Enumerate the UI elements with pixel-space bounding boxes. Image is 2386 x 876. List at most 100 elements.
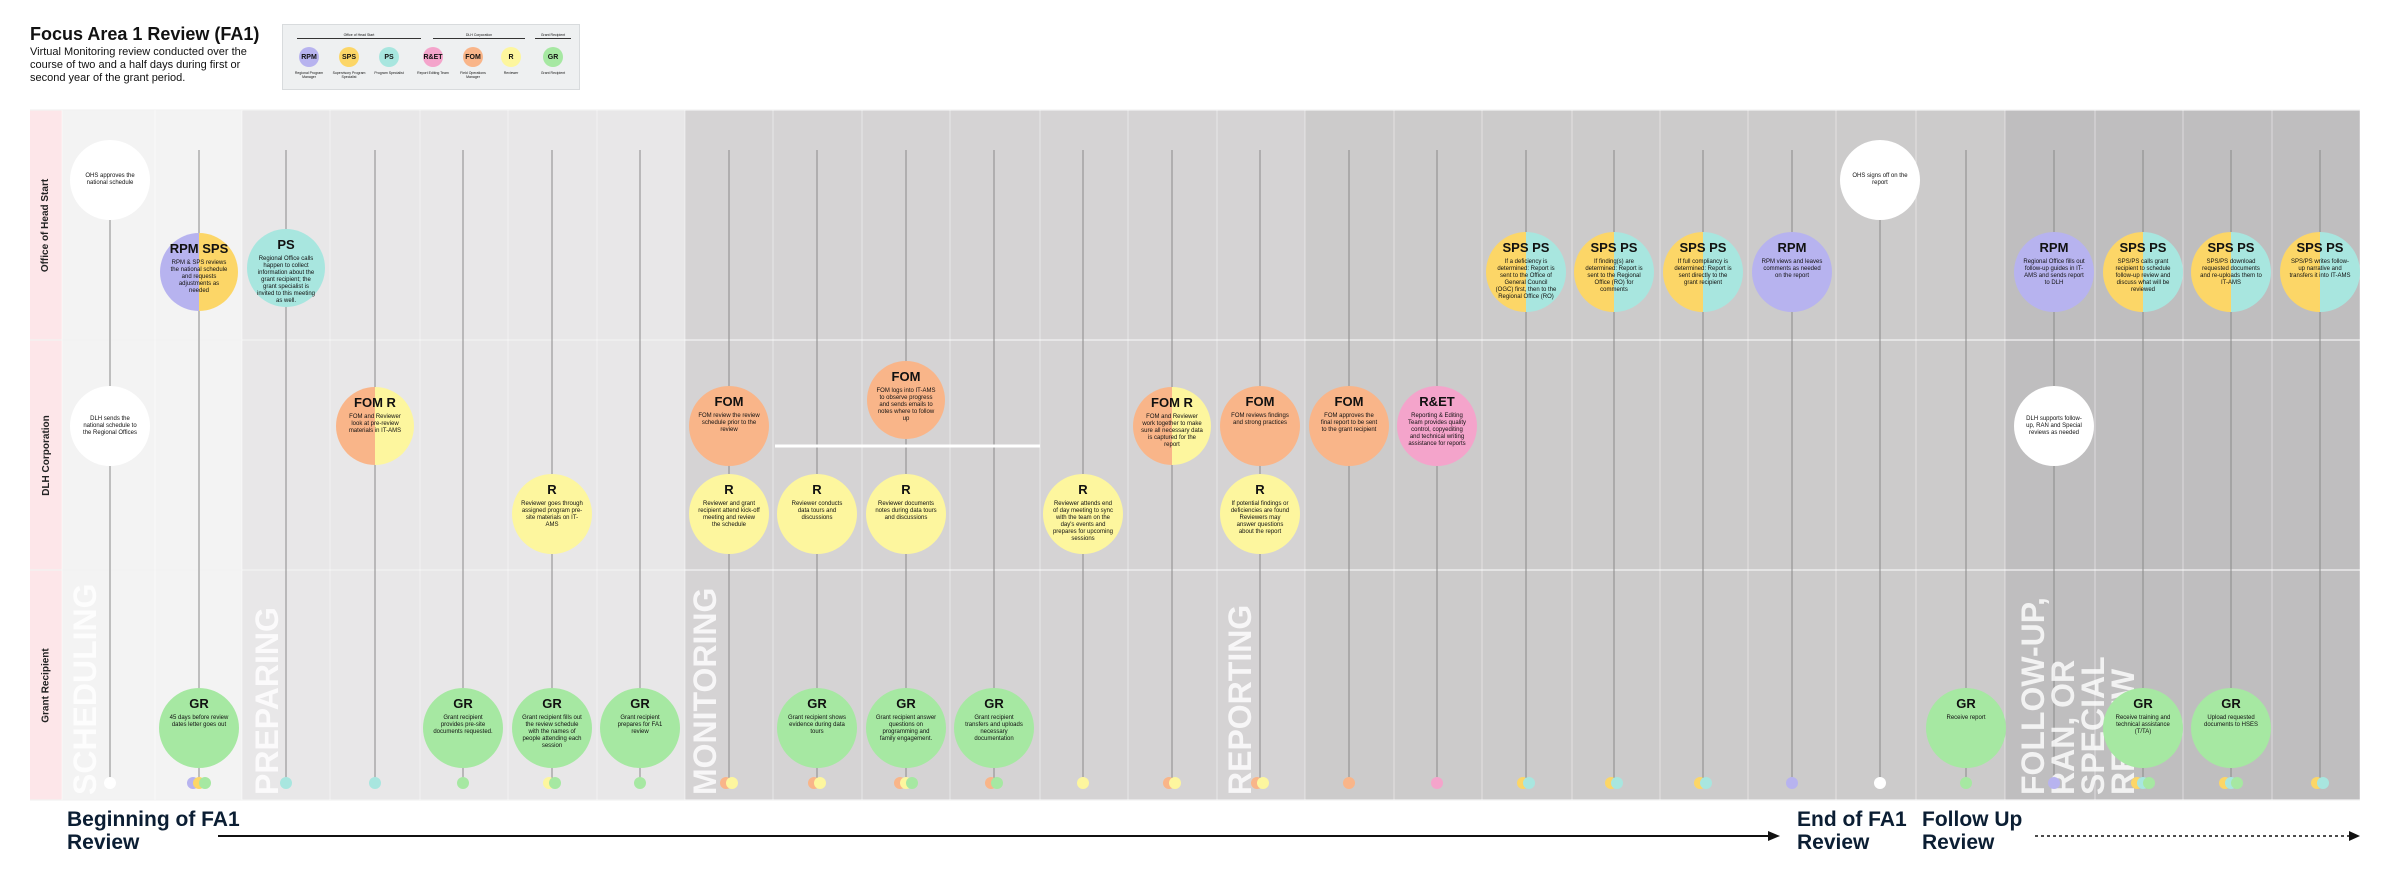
process-step: SPS PS If full compliancy is determined: … — [1663, 232, 1743, 312]
step-role: RPM — [1777, 240, 1807, 255]
step-role: FOM — [714, 394, 744, 409]
process-step: GR Grant recipient transfers and uploads … — [954, 688, 1034, 768]
timeline-dot — [549, 777, 561, 789]
legend-label-rpm: Regional Program Manager — [294, 71, 324, 79]
step-description: Reviewer and grant recipient attend kick… — [698, 501, 760, 528]
timeline-dot — [1700, 777, 1712, 789]
process-step: DLH supports follow-up, RAN and Special … — [2014, 386, 2094, 466]
process-step: R&ET Reporting & Editing Team provides qu… — [1397, 386, 1477, 466]
step-role: R&ET — [1419, 394, 1455, 409]
process-step: GR Receive report — [1926, 688, 2006, 768]
process-step: R Reviewer attends end of day meeting to … — [1043, 474, 1123, 554]
step-description: SPS/PS download requested documents and … — [2200, 259, 2262, 286]
process-step: RPM SPS RPM & SPS reviews the national sc… — [160, 233, 238, 311]
process-step: R Reviewer conducts data tours and discus… — [777, 474, 857, 554]
timeline-dot — [1523, 777, 1535, 789]
step-description: FOM reviews findings and strong practice… — [1231, 413, 1289, 426]
step-role: R — [1255, 482, 1265, 497]
step-description: Grant recipient provides pre-site docume… — [433, 715, 493, 735]
step-description: Grant recipient prepares for FA1 review — [617, 715, 663, 735]
process-step: DLH sends the national schedule to the R… — [70, 386, 150, 466]
timeline-dot — [1960, 777, 1972, 789]
timeline-dot — [1874, 777, 1886, 789]
step-description: Regional Office calls happen to collect … — [256, 256, 316, 304]
phase-label-scheduling: SCHEDULING — [67, 583, 103, 795]
timeline-dot — [2231, 777, 2243, 789]
step-description: Regional Office fills out follow-up guid… — [2023, 259, 2085, 286]
timeline-dot — [991, 777, 1003, 789]
process-step: GR 45 days before review dates letter goe… — [159, 688, 239, 768]
step-description: Reviewer documents notes during data tou… — [875, 501, 937, 521]
legend-label-r: Reviewer — [503, 71, 519, 75]
step-description: DLH supports follow-up, RAN and Special … — [2026, 415, 2082, 436]
process-step: OHS signs off on the report — [1840, 140, 1920, 220]
step-role: SPS PS — [2207, 240, 2255, 255]
timeline-dot — [1343, 777, 1355, 789]
step-description: RPM views and leaves comments as needed … — [1761, 259, 1823, 279]
step-description: Receive report — [1946, 715, 1986, 721]
legend-group-dlh: DLH Corporation — [433, 33, 525, 39]
step-description: Grant recipient transfers and uploads ne… — [965, 715, 1023, 742]
legend-label-fom: Field Operations Manager — [460, 71, 486, 79]
follow-up-review-label: Follow Up Review — [1922, 808, 2023, 854]
legend-swatch-ps: PS — [379, 47, 399, 67]
step-role: RPM SPS — [169, 241, 229, 256]
step-description: FOM and Reviewer work together to make s… — [1141, 414, 1203, 448]
step-description: If potential findings or deficiencies ar… — [1230, 501, 1290, 535]
legend-swatch-r: R — [501, 47, 521, 67]
process-step: R If potential findings or deficiencies a… — [1220, 474, 1300, 554]
timeline-dot — [906, 777, 918, 789]
step-role: SPS PS — [1679, 240, 1727, 255]
timeline-dot — [1077, 777, 1089, 789]
process-step: SPS PS If a deficiency is determined: Rep… — [1486, 232, 1566, 312]
step-role: R — [812, 482, 822, 497]
step-role: GR — [453, 696, 473, 711]
legend-group-ohs: Office of Head Start — [297, 33, 421, 39]
step-role: SPS PS — [2296, 240, 2344, 255]
step-role: FOM — [891, 369, 921, 384]
legend-swatch-fom: FOM — [463, 47, 483, 67]
diagram-subtitle: Virtual Monitoring review conducted over… — [30, 46, 247, 84]
process-step: OHS approves the national schedule — [70, 140, 150, 220]
process-step: PS Regional Office calls happen to collec… — [247, 229, 325, 307]
follow-up-timeline-arrowhead — [2349, 831, 2360, 841]
process-step: GR Grant recipient shows evidence during … — [777, 688, 857, 768]
row-label-ohs: Office of Head Start — [40, 178, 52, 272]
step-role: FOM — [1245, 394, 1275, 409]
step-role: GR — [807, 696, 827, 711]
process-step: FOM FOM reviews findings and strong pract… — [1220, 386, 1300, 466]
timeline-dot — [1169, 777, 1181, 789]
step-role: GR — [630, 696, 650, 711]
step-description: OHS approves the national schedule — [85, 173, 135, 186]
step-description: Reviewer attends end of day meeting to s… — [1052, 501, 1114, 542]
step-description: FOM logs into IT-AMS to observe progress… — [876, 388, 936, 422]
role-legend: Office of Head Start DLH Corporation Gra… — [282, 24, 580, 90]
step-description: FOM review the review schedule prior to … — [698, 413, 760, 433]
step-role: R — [1078, 482, 1088, 497]
process-step: GR Grant recipient fills out the review s… — [512, 688, 592, 768]
phase-label-preparing: PREPARING — [249, 607, 285, 795]
process-step: GR Receive training and technical assista… — [2103, 688, 2183, 768]
step-description: RPM & SPS reviews the national schedule … — [170, 260, 228, 294]
step-description: DLH sends the national schedule to the R… — [83, 415, 137, 436]
legend-label-gr: Grant Recipient — [540, 71, 566, 75]
end-of-review-label: End of FA1 Review — [1797, 808, 1907, 854]
timeline-dot — [1431, 777, 1443, 789]
step-role: GR — [2133, 696, 2153, 711]
timeline-dot — [2143, 777, 2155, 789]
step-description: Upload requested documents to HSES — [2203, 715, 2259, 728]
process-step: GR Grant recipient prepares for FA1 revie… — [600, 688, 680, 768]
step-role: GR — [984, 696, 1004, 711]
timeline-dot — [1786, 777, 1798, 789]
step-description: Reviewer goes through assigned program p… — [521, 501, 583, 528]
process-step: RPM RPM views and leaves comments as need… — [1752, 232, 1832, 312]
timeline-dot — [814, 777, 826, 789]
legend-swatch-gr: GR — [543, 47, 563, 67]
step-role: SPS PS — [2119, 240, 2167, 255]
legend-label-sps: Supervisory Program Specialist — [332, 71, 366, 79]
step-role: FOM R — [1151, 395, 1193, 410]
step-description: Grant recipient shows evidence during da… — [787, 715, 847, 735]
step-description: Reviewer conducts data tours and discuss… — [791, 501, 843, 521]
step-description: OHS signs off on the report — [1852, 173, 1908, 186]
timeline-dot — [457, 777, 469, 789]
